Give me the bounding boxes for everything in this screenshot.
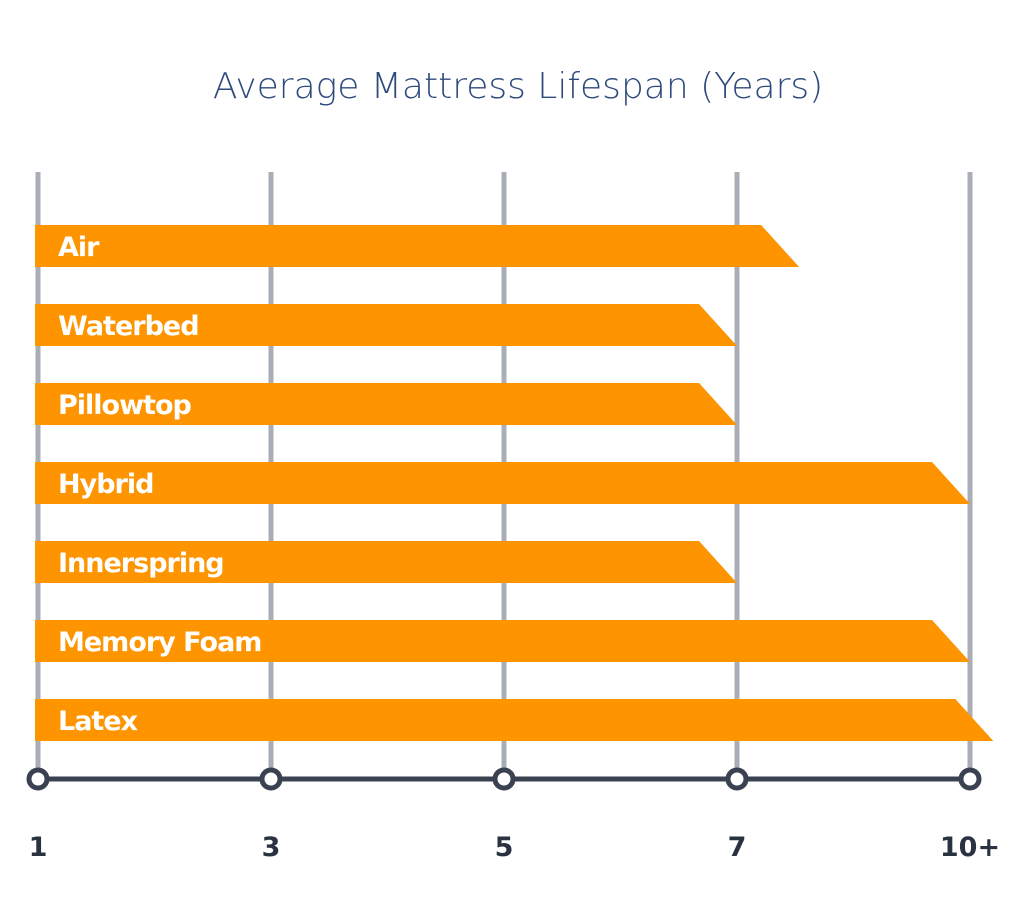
bar-label: Pillowtop — [58, 390, 192, 421]
bar-label: Air — [58, 232, 100, 263]
bar-label: Innerspring — [58, 548, 224, 579]
bar — [35, 304, 737, 346]
bar — [35, 541, 737, 583]
tick-mark — [259, 767, 283, 791]
tick-mark — [26, 767, 50, 791]
bar-label: Memory Foam — [58, 627, 261, 658]
bar — [35, 462, 970, 504]
tick-mark — [958, 767, 982, 791]
bar — [35, 699, 994, 741]
bar — [35, 383, 737, 425]
bar-label: Waterbed — [58, 311, 199, 342]
x-tick-label: 3 — [262, 832, 281, 863]
bar — [35, 620, 970, 662]
chart-title: Average Mattress Lifespan (Years) — [213, 66, 823, 107]
bar-label: Hybrid — [58, 469, 153, 500]
tick-mark — [725, 767, 749, 791]
x-tick-label: 10+ — [940, 832, 1000, 863]
x-tick-label: 7 — [728, 832, 747, 863]
x-tick-label: 1 — [29, 832, 48, 863]
tick-mark — [492, 767, 516, 791]
x-tick-label: 5 — [495, 832, 514, 863]
bar-label: Latex — [58, 706, 138, 737]
bar — [35, 225, 800, 267]
